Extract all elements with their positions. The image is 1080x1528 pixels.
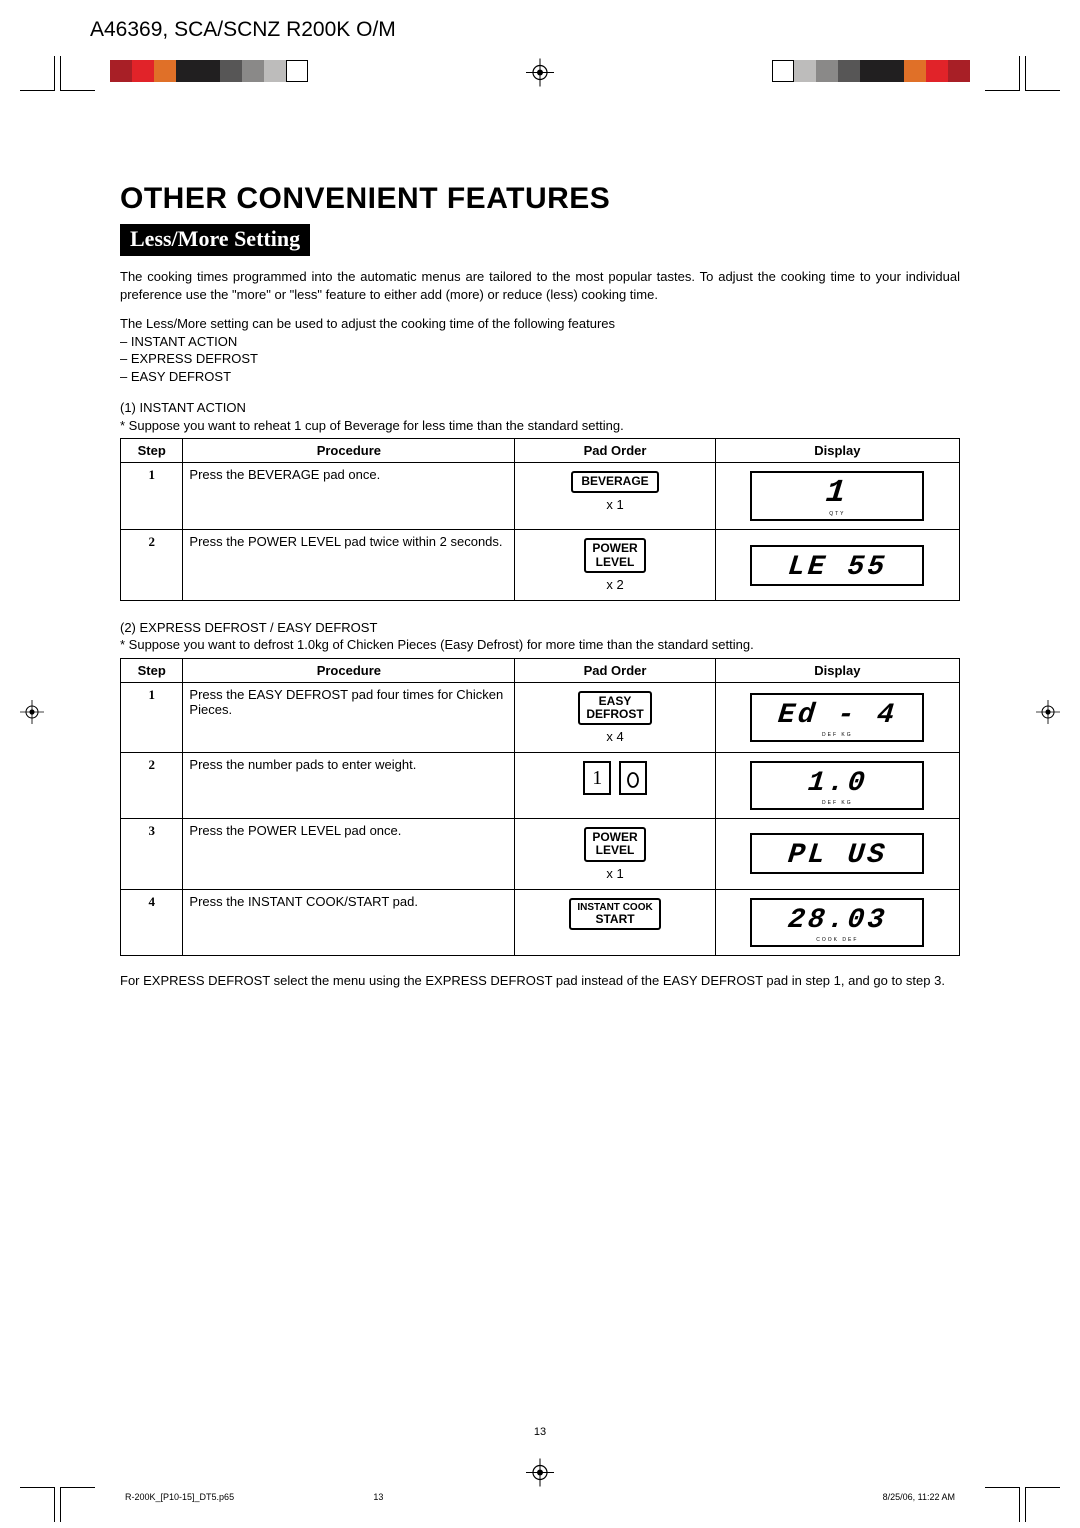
page: A46369, SCA/SCNZ R200K O/M OTHER CONVENI… [0, 0, 1080, 1528]
adjust-line: The Less/More setting can be used to adj… [120, 315, 960, 333]
procedure-cell: Press the EASY DEFROST pad four times fo… [183, 682, 515, 752]
pad-label-line: START [595, 912, 634, 926]
pad-order-cell: EASY DEFROST x 4 [515, 682, 715, 752]
registration-mark-left-icon [20, 700, 44, 727]
lcd-subtext: QTY [762, 511, 912, 517]
footer-date: 8/25/06, 11:22 AM [883, 1492, 955, 1502]
page-title: OTHER CONVENIENT FEATURES [120, 182, 960, 216]
registration-mark-bottom-icon [526, 1459, 554, 1490]
table-row: 1 Press the EASY DEFROST pad four times … [121, 682, 960, 752]
pad-label-line: LEVEL [596, 843, 635, 857]
pad-button: POWER LEVEL [584, 827, 645, 861]
pad-order-cell: BEVERAGE x 1 [515, 463, 715, 530]
numpad-0 [619, 761, 647, 795]
table-header-step: Step [121, 439, 183, 463]
table-row: 1 Press the BEVERAGE pad once. BEVERAGE … [121, 463, 960, 530]
table-header-display: Display [715, 658, 959, 682]
pad-count: x 4 [521, 729, 708, 744]
section-heading: Less/More Setting [120, 224, 310, 256]
lcd-subtext: DEF KG [762, 800, 912, 806]
feature-list: The Less/More setting can be used to adj… [120, 315, 960, 385]
display-cell: PL US [715, 819, 959, 889]
procedure-cell: Press the POWER LEVEL pad once. [183, 819, 515, 889]
example-1-title: (1) INSTANT ACTION [120, 399, 960, 417]
pad-order-cell: 1 [515, 753, 715, 819]
document-id: A46369, SCA/SCNZ R200K O/M [90, 18, 1020, 42]
lcd-text: 1 [825, 477, 851, 509]
step-number: 2 [121, 753, 183, 819]
pad-order-cell: INSTANT COOK START [515, 889, 715, 955]
pad-count: x 1 [521, 866, 708, 881]
color-calibration-bar-left [110, 60, 308, 82]
lcd-subtext: DEF KG [762, 732, 912, 738]
table-header-procedure: Procedure [183, 658, 515, 682]
table-row: 2 Press the POWER LEVEL pad twice within… [121, 530, 960, 600]
procedure-cell: Press the POWER LEVEL pad twice within 2… [183, 530, 515, 600]
lcd-text: PL US [786, 842, 888, 870]
procedure-cell: Press the INSTANT COOK/START pad. [183, 889, 515, 955]
example-2-note: * Suppose you want to defrost 1.0kg of C… [120, 636, 960, 654]
procedure-table-2: Step Procedure Pad Order Display 1 Press… [120, 658, 960, 956]
pad-button: POWER LEVEL [584, 538, 645, 572]
display-cell: 28.03 COOK DEF [715, 889, 959, 955]
crop-marks-top [20, 56, 1060, 92]
pad-count: x 1 [521, 497, 708, 512]
lcd-text: Ed - 4 [776, 702, 898, 730]
pad-button: BEVERAGE [571, 471, 658, 492]
table-row: 3 Press the POWER LEVEL pad once. POWER … [121, 819, 960, 889]
procedure-cell: Press the number pads to enter weight. [183, 753, 515, 819]
lcd-text: 1.0 [806, 770, 868, 798]
table-row: 4 Press the INSTANT COOK/START pad. INST… [121, 889, 960, 955]
crop-marks-bottom [20, 1454, 1060, 1494]
pad-label-line: POWER [592, 541, 637, 555]
feature-item: – INSTANT ACTION [120, 333, 960, 351]
footer-page-number: 13 [373, 1492, 383, 1502]
pad-label-line: LEVEL [596, 555, 635, 569]
table-header-pad: Pad Order [515, 439, 715, 463]
pad-button: EASY DEFROST [578, 691, 651, 725]
lcd-text: 28.03 [786, 907, 888, 935]
example-1-header: (1) INSTANT ACTION * Suppose you want to… [120, 399, 960, 434]
pad-label-line: DEFROST [586, 707, 643, 721]
procedure-table-1: Step Procedure Pad Order Display 1 Press… [120, 438, 960, 600]
registration-mark-icon [526, 59, 554, 90]
pad-order-cell: POWER LEVEL x 2 [515, 530, 715, 600]
footer-meta: R-200K_[P10-15]_DT5.p65 13 8/25/06, 11:2… [125, 1492, 955, 1502]
page-number: 13 [0, 1426, 1080, 1438]
step-number: 3 [121, 819, 183, 889]
feature-item: – EXPRESS DEFROST [120, 350, 960, 368]
footer-filename: R-200K_[P10-15]_DT5.p65 [125, 1492, 234, 1502]
pad-button: INSTANT COOK START [569, 898, 660, 930]
display-cell: LE 55 [715, 530, 959, 600]
step-number: 4 [121, 889, 183, 955]
example-2-header: (2) EXPRESS DEFROST / EASY DEFROST * Sup… [120, 619, 960, 654]
lcd-subtext: COOK DEF [762, 937, 912, 943]
display-cell: 1.0 DEF KG [715, 753, 959, 819]
numpad-1: 1 [583, 761, 611, 795]
feature-item: – EASY DEFROST [120, 368, 960, 386]
table-header-display: Display [715, 439, 959, 463]
intro-paragraph: The cooking times programmed into the au… [120, 268, 960, 303]
pad-count: x 2 [521, 577, 708, 592]
display-cell: Ed - 4 DEF KG [715, 682, 959, 752]
color-calibration-bar-right [772, 60, 970, 82]
registration-mark-right-icon [1036, 700, 1060, 727]
pad-label-line: POWER [592, 830, 637, 844]
procedure-cell: Press the BEVERAGE pad once. [183, 463, 515, 530]
closing-note: For EXPRESS DEFROST select the menu usin… [120, 972, 960, 990]
lcd-text: LE 55 [786, 554, 888, 582]
table-header-pad: Pad Order [515, 658, 715, 682]
table-header-procedure: Procedure [183, 439, 515, 463]
pad-label-line: EASY [599, 694, 632, 708]
pad-order-cell: POWER LEVEL x 1 [515, 819, 715, 889]
content-area: OTHER CONVENIENT FEATURES Less/More Sett… [60, 92, 1020, 989]
example-1-note: * Suppose you want to reheat 1 cup of Be… [120, 417, 960, 435]
step-number: 1 [121, 682, 183, 752]
example-2-title: (2) EXPRESS DEFROST / EASY DEFROST [120, 619, 960, 637]
step-number: 1 [121, 463, 183, 530]
step-number: 2 [121, 530, 183, 600]
table-header-step: Step [121, 658, 183, 682]
display-cell: 1 QTY [715, 463, 959, 530]
table-row: 2 Press the number pads to enter weight.… [121, 753, 960, 819]
